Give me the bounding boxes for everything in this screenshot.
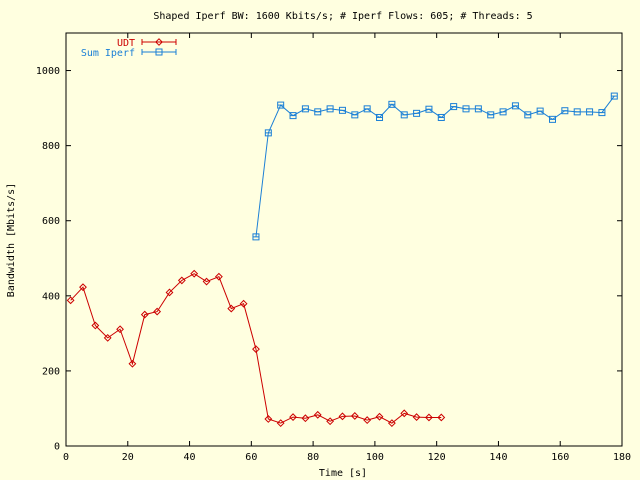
x-tick-label: 180 — [613, 452, 631, 463]
x-tick-label: 160 — [551, 452, 569, 463]
y-tick-label: 400 — [42, 291, 60, 302]
data-point-udt — [264, 415, 273, 423]
legend-label-udt: UDT — [117, 38, 135, 49]
data-point-udt — [140, 310, 149, 319]
y-tick-label: 0 — [54, 442, 60, 453]
x-tick-label: 80 — [307, 452, 319, 463]
data-point-udt — [190, 269, 199, 278]
data-point-udt — [437, 413, 446, 422]
data-point-udt — [165, 288, 174, 297]
data-point-udt — [412, 413, 421, 421]
data-point-udt — [214, 272, 223, 281]
data-point-udt — [375, 412, 384, 421]
series-line-udt — [70, 273, 442, 424]
data-point-udt — [239, 299, 248, 308]
data-point-udt — [79, 283, 87, 292]
y-tick-label: 200 — [42, 366, 60, 377]
data-point-udt — [363, 416, 372, 425]
y-axis: 0 200 400 600 800 1000 — [36, 66, 622, 453]
data-point-udt — [350, 412, 359, 420]
series-layer — [66, 92, 618, 428]
data-point-udt — [177, 276, 186, 285]
data-point-udt — [301, 414, 310, 423]
chart-title: Shaped Iperf BW: 1600 Kbits/s; # Iperf F… — [153, 11, 532, 22]
data-point-udt — [202, 277, 211, 286]
data-point-udt — [338, 412, 347, 421]
y-tick-label: 800 — [42, 141, 60, 152]
series-udt — [66, 269, 446, 428]
data-point-udt — [289, 413, 297, 421]
x-tick-label: 40 — [184, 452, 196, 463]
y-axis-label: Bandwidth [Mbits/s] — [6, 183, 17, 297]
x-tick-label: 100 — [366, 452, 384, 463]
legend-label-sum-iperf: Sum Iperf — [81, 48, 135, 59]
data-point-udt — [227, 304, 236, 313]
data-point-udt — [252, 345, 260, 354]
data-point-udt — [326, 417, 335, 426]
data-point-udt — [66, 296, 75, 305]
series-line-sum-iperf — [255, 95, 615, 237]
series-sum-iperf — [252, 92, 618, 241]
y-tick-label: 1000 — [36, 66, 60, 77]
x-tick-label: 60 — [245, 452, 257, 463]
y-tick-label: 600 — [42, 216, 60, 227]
data-point-udt — [116, 325, 124, 334]
legend-marker-udt — [155, 38, 163, 46]
x-tick-label: 120 — [428, 452, 446, 463]
x-axis-label: Time [s] — [319, 468, 367, 479]
data-point-udt — [103, 333, 112, 342]
data-point-udt — [91, 321, 100, 330]
data-point-udt — [276, 419, 285, 428]
data-point-udt — [425, 413, 433, 422]
x-axis: 0 20 40 60 80 100 120 140 160 180 — [63, 33, 631, 463]
data-point-udt — [313, 410, 322, 419]
data-point-udt — [153, 307, 162, 316]
plot-frame — [65, 32, 623, 447]
data-point-udt — [387, 419, 396, 428]
data-point-udt — [400, 409, 409, 418]
x-tick-label: 0 — [63, 452, 69, 463]
legend: UDT Sum Iperf — [81, 38, 177, 59]
x-tick-label: 20 — [122, 452, 134, 463]
data-point-udt — [128, 359, 137, 368]
x-tick-label: 140 — [489, 452, 507, 463]
